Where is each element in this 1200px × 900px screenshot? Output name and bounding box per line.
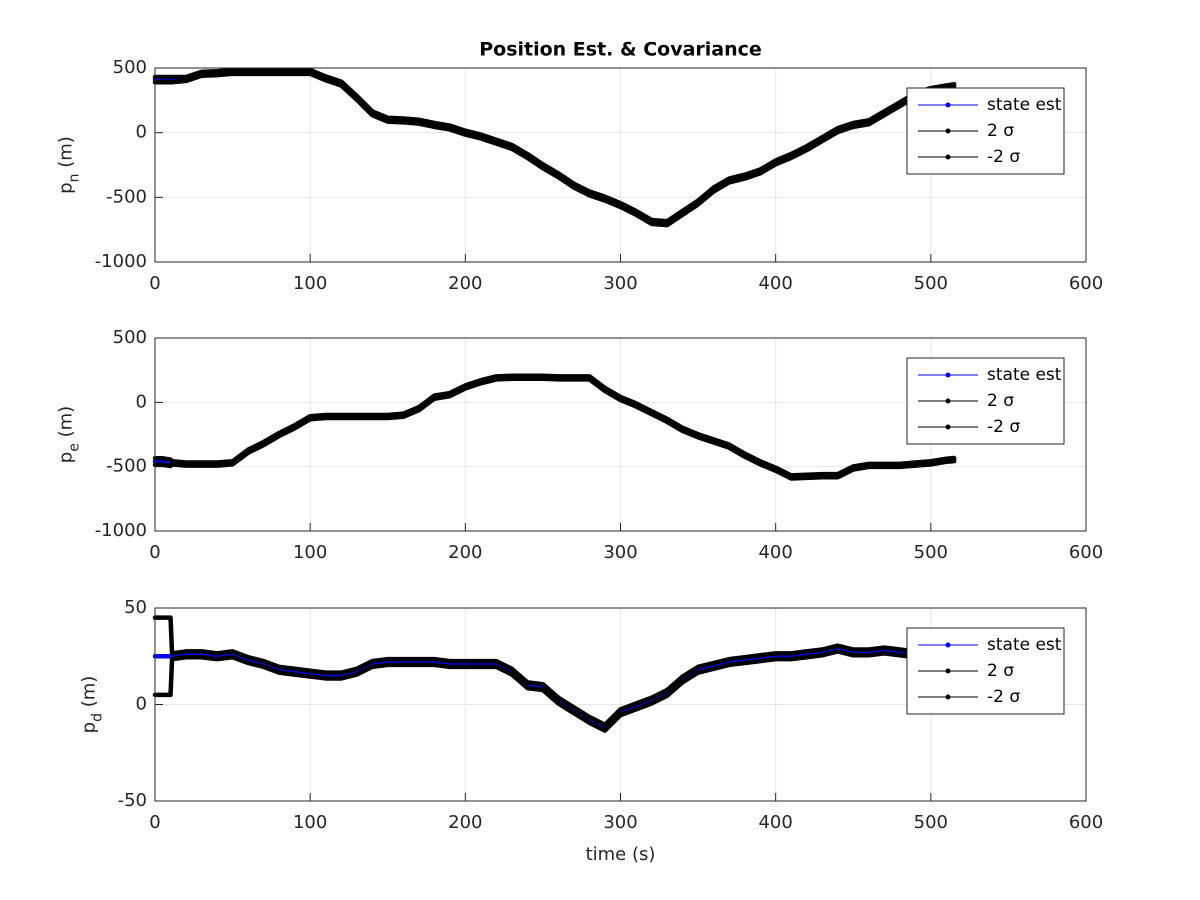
x-tick-label: 300 <box>603 273 637 294</box>
legend-label: -2 σ <box>987 687 1020 707</box>
x-axis-label: time (s) <box>586 844 656 865</box>
x-tick-label: 100 <box>293 273 327 294</box>
legend-label: state est <box>987 95 1062 115</box>
y-tick-label: -500 <box>106 456 147 477</box>
axes-box <box>154 607 1087 802</box>
y-axis-label: pn (m) <box>56 136 83 194</box>
x-tick-label: 500 <box>914 812 948 833</box>
legend-marker <box>945 102 951 108</box>
legend-marker <box>945 694 951 700</box>
legend-label: 2 σ <box>987 661 1014 681</box>
x-tick-label: 100 <box>293 542 327 563</box>
axes-box <box>154 337 1087 532</box>
legend-label: 2 σ <box>987 121 1014 141</box>
series-line <box>152 71 957 228</box>
legend-label: state est <box>987 365 1062 385</box>
legend-marker <box>945 154 951 160</box>
legend-box <box>906 87 1065 175</box>
x-tick-label: 0 <box>149 542 160 563</box>
x-tick-label: 500 <box>914 273 948 294</box>
x-tick-label: 500 <box>914 542 948 563</box>
y-tick-label: 50 <box>124 597 147 618</box>
legend-marker <box>945 398 951 404</box>
legend-marker <box>945 642 951 648</box>
series-line <box>152 376 957 481</box>
legend-marker <box>945 668 951 674</box>
y-tick-label: -500 <box>106 186 147 207</box>
x-tick-label: 300 <box>603 812 637 833</box>
legend-label: -2 σ <box>987 147 1020 167</box>
series-line <box>152 373 957 478</box>
y-tick-label: -1000 <box>95 251 147 272</box>
y-tick-label: 0 <box>136 122 147 143</box>
x-tick-label: 400 <box>758 812 792 833</box>
x-tick-label: 600 <box>1069 812 1103 833</box>
y-tick-label: 0 <box>136 391 147 412</box>
legend-marker <box>945 424 951 430</box>
y-tick-label: -50 <box>118 790 147 811</box>
x-tick-label: 0 <box>149 273 160 294</box>
legend-marker <box>945 128 951 134</box>
x-tick-label: 300 <box>603 542 637 563</box>
axes-box <box>154 67 1087 263</box>
series-line <box>152 67 957 224</box>
x-tick-label: 200 <box>448 542 482 563</box>
x-tick-label: 200 <box>448 812 482 833</box>
y-tick-label: 500 <box>113 327 147 348</box>
y-axis-label: pe (m) <box>56 406 83 463</box>
x-tick-label: 400 <box>758 273 792 294</box>
legend-marker <box>945 372 951 378</box>
x-tick-label: 200 <box>448 273 482 294</box>
series-line <box>152 649 957 733</box>
y-tick-label: -1000 <box>95 520 147 541</box>
series-line <box>152 615 957 728</box>
x-tick-label: 100 <box>293 812 327 833</box>
y-tick-label: 500 <box>113 57 147 78</box>
legend-label: 2 σ <box>987 391 1014 411</box>
x-tick-label: 0 <box>149 812 160 833</box>
x-tick-label: 400 <box>758 542 792 563</box>
legend-label: state est <box>987 635 1062 655</box>
y-axis-label: pd (m) <box>79 676 106 734</box>
legend-label: -2 σ <box>987 417 1020 437</box>
x-tick-label: 600 <box>1069 542 1103 563</box>
y-tick-label: 0 <box>136 694 147 715</box>
x-tick-label: 600 <box>1069 273 1103 294</box>
chart-title: Position Est. & Covariance <box>479 39 762 61</box>
